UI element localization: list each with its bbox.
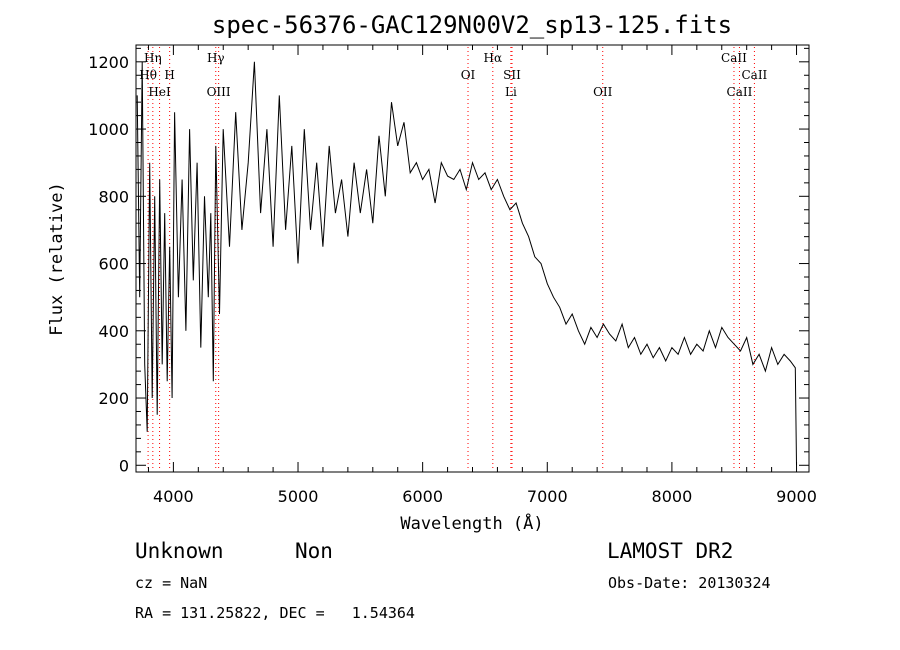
spectral-line-label: H bbox=[164, 68, 174, 82]
y-axis-label: Flux (relative) bbox=[47, 182, 67, 336]
spectral-line-label: CaII bbox=[721, 51, 747, 65]
y-tick-label: 0 bbox=[119, 456, 129, 475]
class-label: Unknown bbox=[135, 539, 224, 563]
chart-title: spec-56376-GAC129N00V2_sp13-125.fits bbox=[212, 11, 732, 39]
y-tick-label: 200 bbox=[98, 389, 129, 408]
spectrum-line bbox=[136, 61, 797, 466]
x-tick-label: 9000 bbox=[776, 487, 817, 506]
redshift-value: cz = NaN bbox=[135, 574, 208, 592]
y-tick-label: 1000 bbox=[88, 120, 129, 139]
y-axis-ticks: 0 200 400 600 800 1000 1200 bbox=[88, 47, 809, 475]
survey-label: LAMOST DR2 bbox=[607, 539, 734, 563]
subclass-label: Non bbox=[295, 539, 333, 563]
spectral-line-label: OIII bbox=[207, 85, 231, 99]
spectral-line-markers bbox=[147, 47, 755, 470]
spectral-line-label: Hη bbox=[144, 51, 162, 65]
y-tick-label: 600 bbox=[98, 255, 129, 274]
x-tick-label: 6000 bbox=[402, 487, 443, 506]
spectral-line-label: OI bbox=[461, 68, 476, 82]
spectral-line-label: Li bbox=[505, 85, 517, 99]
x-axis-ticks: 4000 5000 6000 7000 8000 9000 bbox=[147, 45, 817, 506]
spectral-line-label: Hα bbox=[484, 51, 503, 65]
y-tick-label: 400 bbox=[98, 322, 129, 341]
spectral-line-label: CaII bbox=[727, 85, 753, 99]
spectral-line-label: OII bbox=[593, 85, 613, 99]
x-axis-label: Wavelength (Å) bbox=[400, 512, 543, 534]
spectral-line-label: CaII bbox=[741, 68, 767, 82]
x-tick-label: 5000 bbox=[278, 487, 319, 506]
spectral-line-label: SII bbox=[503, 68, 521, 82]
x-tick-label: 4000 bbox=[153, 487, 194, 506]
spectral-line-labels: Hθ Hη HeI H Hγ OIII OI Hα Li SII OII CaII CaII CaII bbox=[139, 51, 767, 99]
y-tick-label: 1200 bbox=[88, 53, 129, 72]
spectral-line-label: HeI bbox=[148, 85, 171, 99]
x-tick-label: 7000 bbox=[527, 487, 568, 506]
spectral-line-label: Hθ bbox=[139, 68, 157, 82]
obs-date: Obs-Date: 20130324 bbox=[608, 574, 771, 592]
coordinates: RA = 131.25822, DEC = 1.54364 bbox=[135, 604, 415, 622]
plot-frame bbox=[135, 44, 810, 473]
x-tick-label: 8000 bbox=[652, 487, 693, 506]
spectral-line-label: Hγ bbox=[207, 51, 225, 65]
y-tick-label: 800 bbox=[98, 187, 129, 206]
